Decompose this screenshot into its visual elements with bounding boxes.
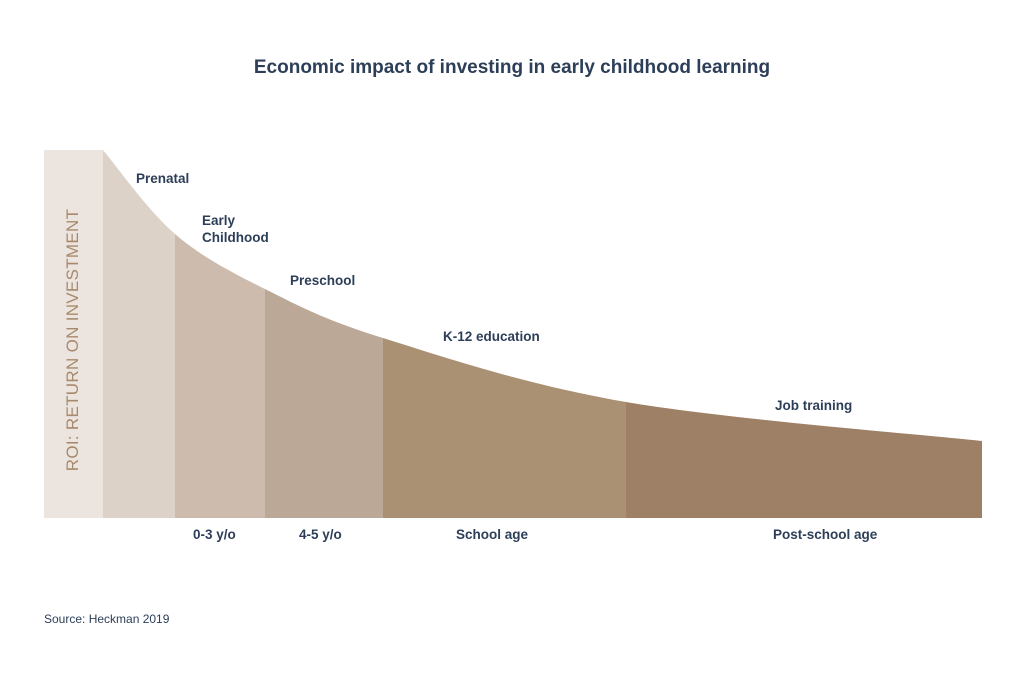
age-label-0-3: 0-3 y/o bbox=[193, 527, 236, 542]
area-segment-early-childhood bbox=[175, 150, 265, 518]
age-label-school-age: School age bbox=[456, 527, 529, 542]
y-axis-band bbox=[44, 150, 103, 518]
area-segment-job-training bbox=[626, 150, 982, 518]
source-note: Source: Heckman 2019 bbox=[44, 612, 170, 626]
stage-label-job-training: Job training bbox=[775, 398, 853, 413]
area-segment-prenatal bbox=[103, 150, 175, 518]
age-label-post-school: Post-school age bbox=[773, 527, 878, 542]
area-segment-preschool bbox=[265, 150, 383, 518]
stage-label-k12: K-12 education bbox=[443, 329, 540, 344]
stage-label-early-childhood: Early Childhood bbox=[202, 213, 269, 245]
chart-title: Economic impact of investing in early ch… bbox=[253, 57, 771, 78]
stage-label-prenatal: Prenatal bbox=[136, 171, 190, 186]
age-label-4-5: 4-5 y/o bbox=[299, 527, 342, 542]
y-axis-label: ROI: RETURN ON INVESTMENT bbox=[63, 208, 82, 472]
stage-label-preschool: Preschool bbox=[290, 273, 356, 288]
